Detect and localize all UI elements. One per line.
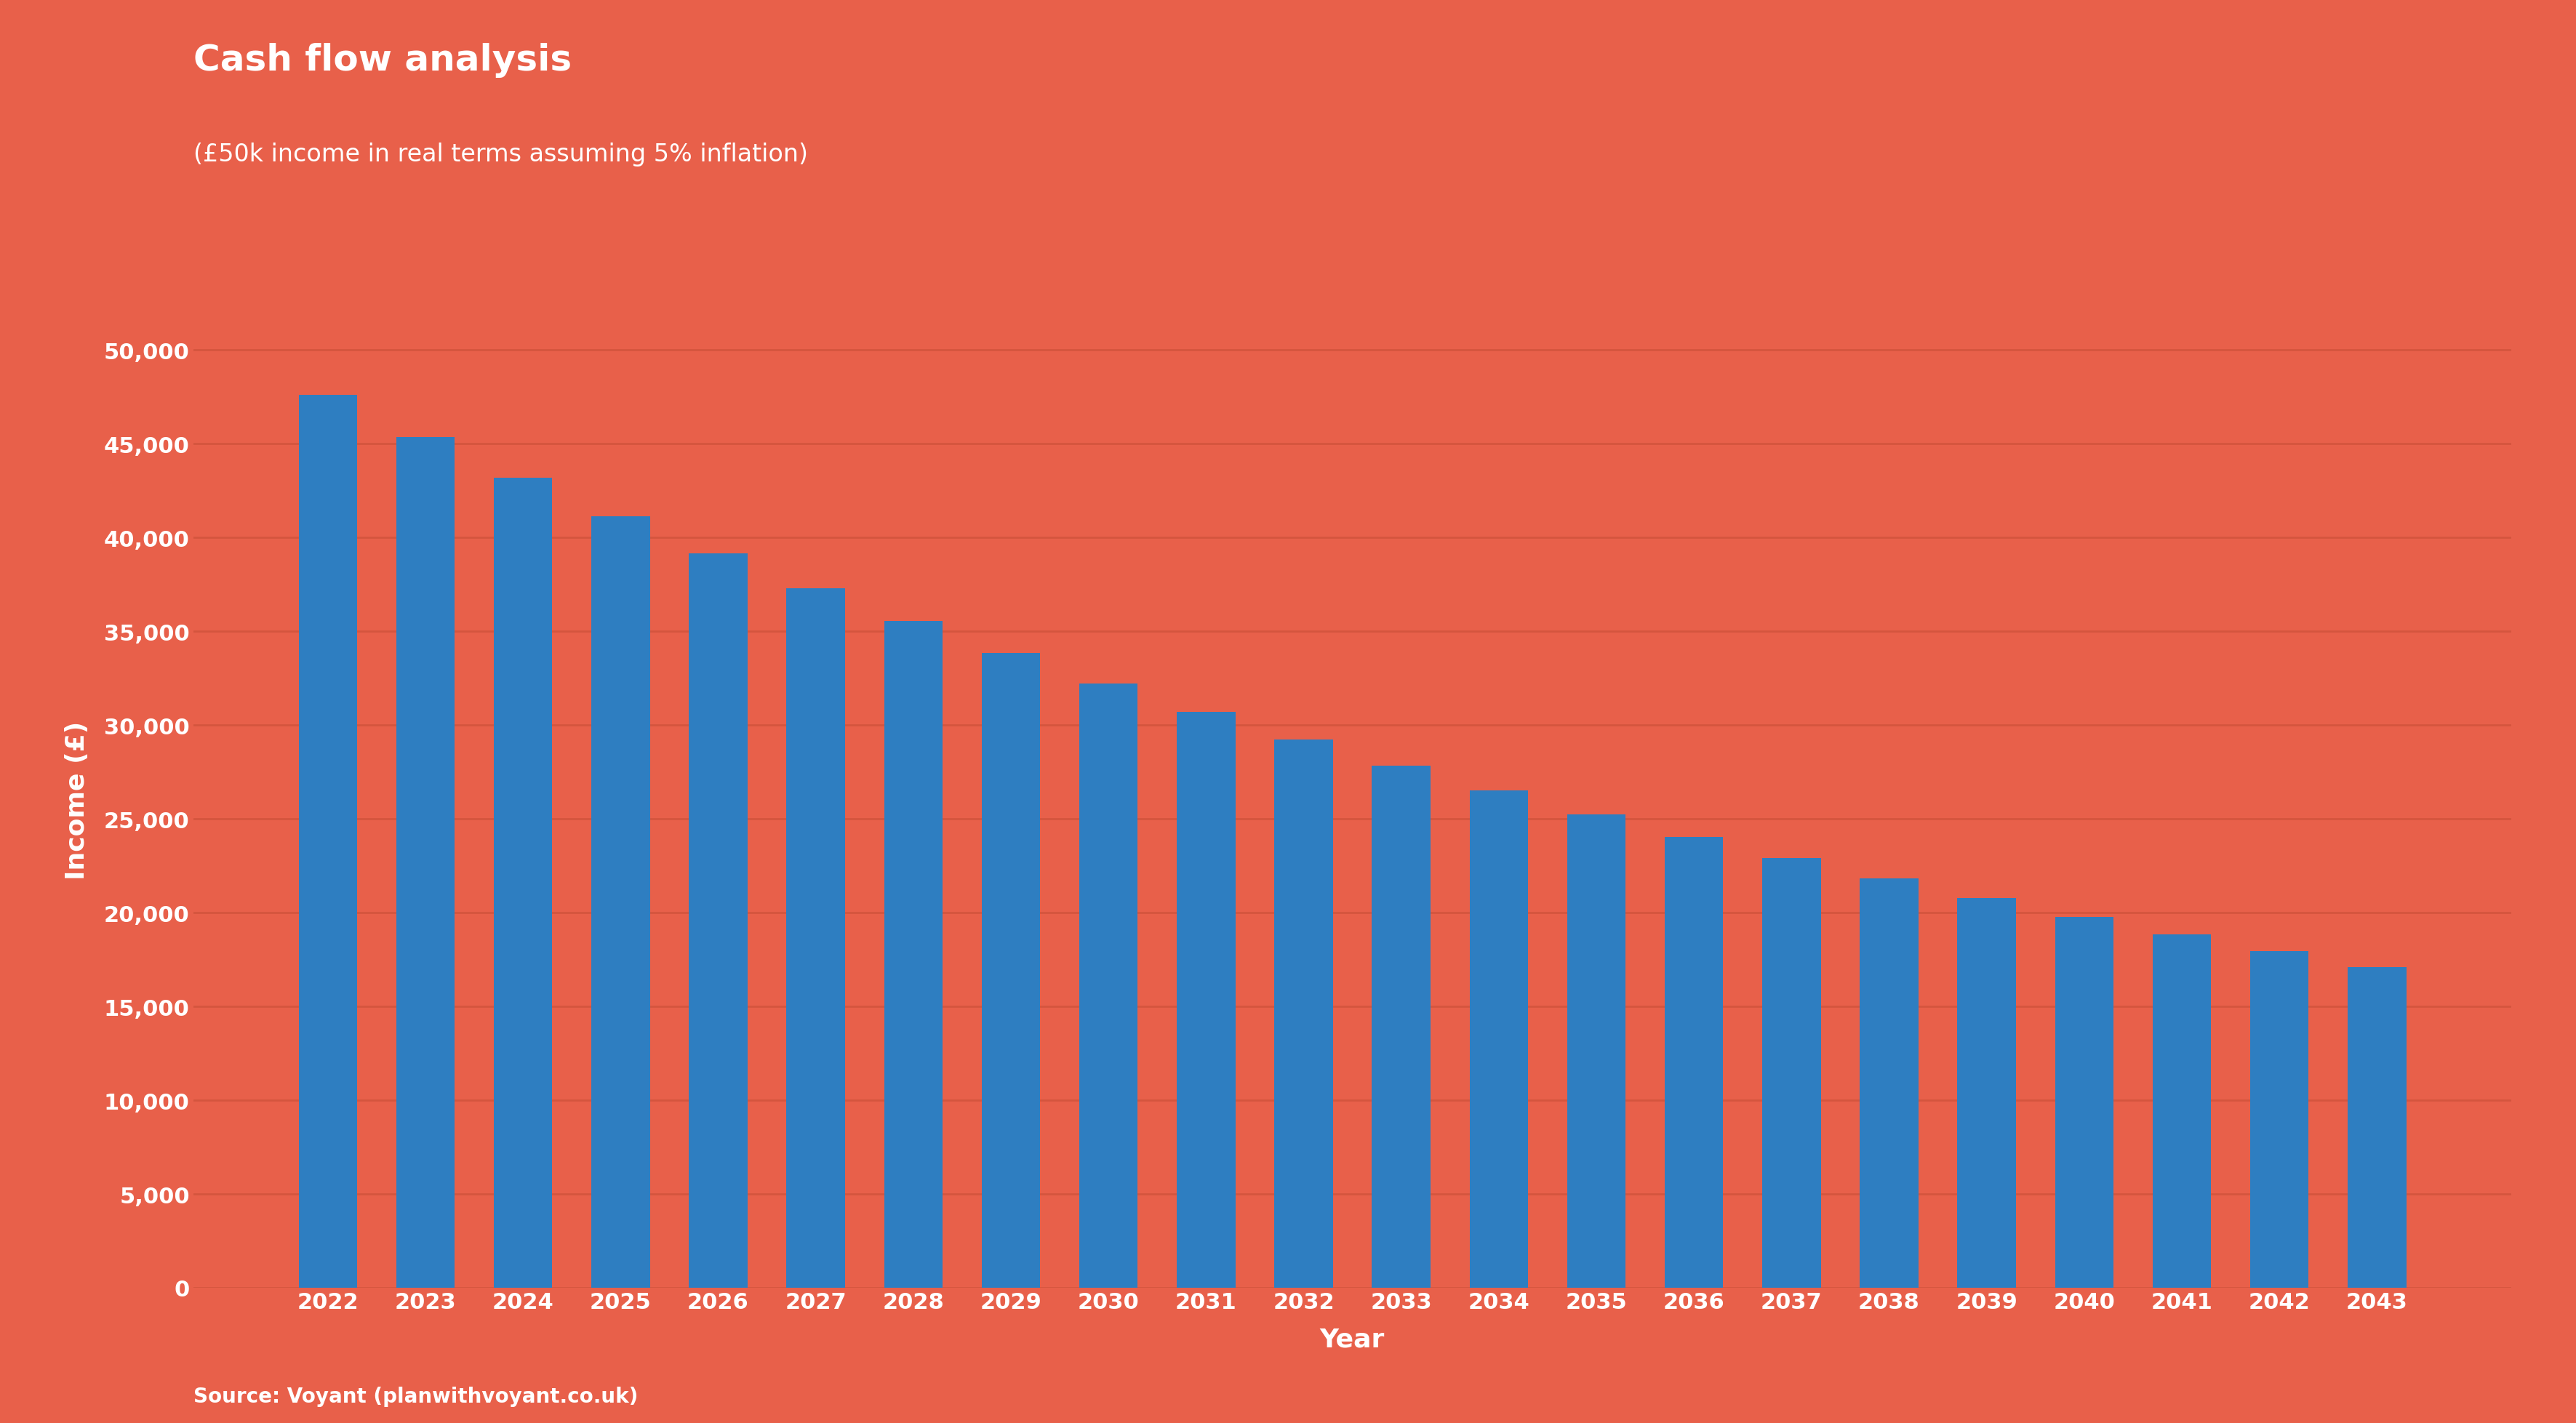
- Bar: [1373, 766, 1430, 1288]
- Bar: [884, 622, 943, 1288]
- Bar: [397, 438, 456, 1288]
- Bar: [786, 588, 845, 1288]
- Bar: [1468, 791, 1528, 1288]
- Text: (£50k income in real terms assuming 5% inflation): (£50k income in real terms assuming 5% i…: [193, 142, 809, 166]
- Text: Source: Voyant (planwithvoyant.co.uk): Source: Voyant (planwithvoyant.co.uk): [193, 1386, 639, 1406]
- Bar: [1079, 683, 1139, 1288]
- Bar: [495, 478, 551, 1288]
- Bar: [1762, 858, 1821, 1288]
- Bar: [1860, 879, 1919, 1288]
- Bar: [1664, 837, 1723, 1288]
- Bar: [1275, 740, 1332, 1288]
- Bar: [1566, 814, 1625, 1288]
- Bar: [2347, 968, 2406, 1288]
- Bar: [299, 396, 358, 1288]
- Bar: [1958, 898, 2017, 1288]
- Bar: [2154, 935, 2210, 1288]
- Bar: [981, 653, 1041, 1288]
- Y-axis label: Income (£): Income (£): [64, 721, 90, 879]
- Bar: [2249, 952, 2308, 1288]
- Text: Cash flow analysis: Cash flow analysis: [193, 43, 572, 78]
- Bar: [592, 517, 649, 1288]
- Bar: [1177, 713, 1236, 1288]
- X-axis label: Year: Year: [1319, 1326, 1386, 1352]
- Bar: [2056, 916, 2112, 1288]
- Bar: [688, 554, 747, 1288]
